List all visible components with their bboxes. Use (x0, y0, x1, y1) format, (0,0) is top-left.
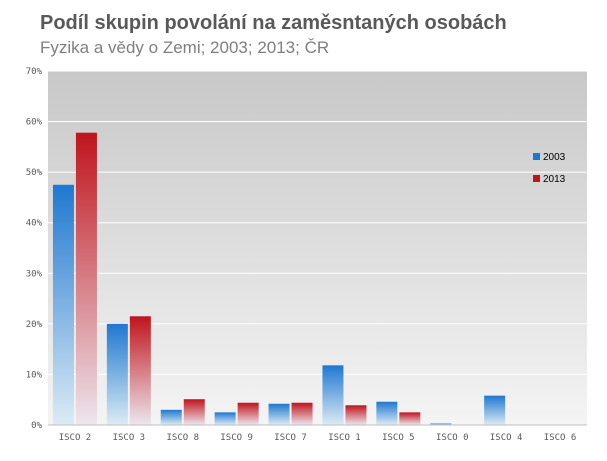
bar-2013 (237, 402, 259, 425)
chart-subtitle: Fyzika a vědy o Zemi; 2003; 2013; ČR (40, 38, 330, 57)
x-tick-label: ISCO 6 (544, 433, 577, 443)
chart-title: Podíl skupin povolání na zaměsntaných os… (40, 12, 507, 34)
x-tick-label: ISCO 0 (436, 433, 469, 443)
y-tick-label: 0% (31, 421, 42, 431)
legend-label: 2013 (543, 174, 566, 185)
bar-2013 (291, 402, 313, 425)
y-tick-label: 70% (26, 67, 43, 77)
x-tick-label: ISCO 1 (328, 433, 361, 443)
legend-swatch (533, 175, 540, 182)
y-tick-label: 50% (26, 168, 43, 178)
y-tick-label: 40% (26, 219, 43, 229)
bar-2003 (52, 184, 74, 425)
y-tick-label: 20% (26, 320, 43, 330)
bars (52, 132, 506, 425)
legend-swatch (533, 153, 540, 160)
x-tick-label: ISCO 9 (220, 433, 253, 443)
y-tick-label: 30% (26, 269, 43, 279)
bar-2013 (183, 399, 205, 425)
plot-area (48, 71, 587, 425)
bar-2003 (268, 403, 290, 425)
x-tick-label: ISCO 7 (274, 433, 307, 443)
bar-2013 (345, 405, 367, 425)
bar-2003 (376, 401, 398, 425)
bar-2003 (322, 365, 344, 425)
y-tick-label: 10% (26, 370, 43, 380)
axes: 0% 10% 20% 30% 40% 50% 60% 70% ISCO 2 ISCO 3 ISCO … (26, 67, 587, 443)
x-tick-label: ISCO 8 (166, 433, 199, 443)
x-tick-label: ISCO 2 (59, 433, 92, 443)
x-tick-label: ISCO 4 (490, 433, 523, 443)
bar-2003 (160, 409, 182, 425)
legend: 2003 2013 (533, 152, 566, 185)
x-tick-label: ISCO 3 (113, 433, 146, 443)
legend-label: 2003 (543, 152, 566, 163)
bar-2003 (430, 423, 452, 425)
bar-2013 (399, 412, 421, 425)
bar-2013 (75, 132, 97, 425)
bar-2003 (214, 412, 236, 425)
title-block: Podíl skupin povolání na zaměsntaných os… (40, 10, 507, 60)
bar-2013 (129, 316, 151, 425)
y-tick-label: 60% (26, 118, 43, 128)
x-tick-label: ISCO 5 (382, 433, 415, 443)
bar-2003 (484, 395, 506, 425)
bar-2003 (106, 323, 128, 425)
